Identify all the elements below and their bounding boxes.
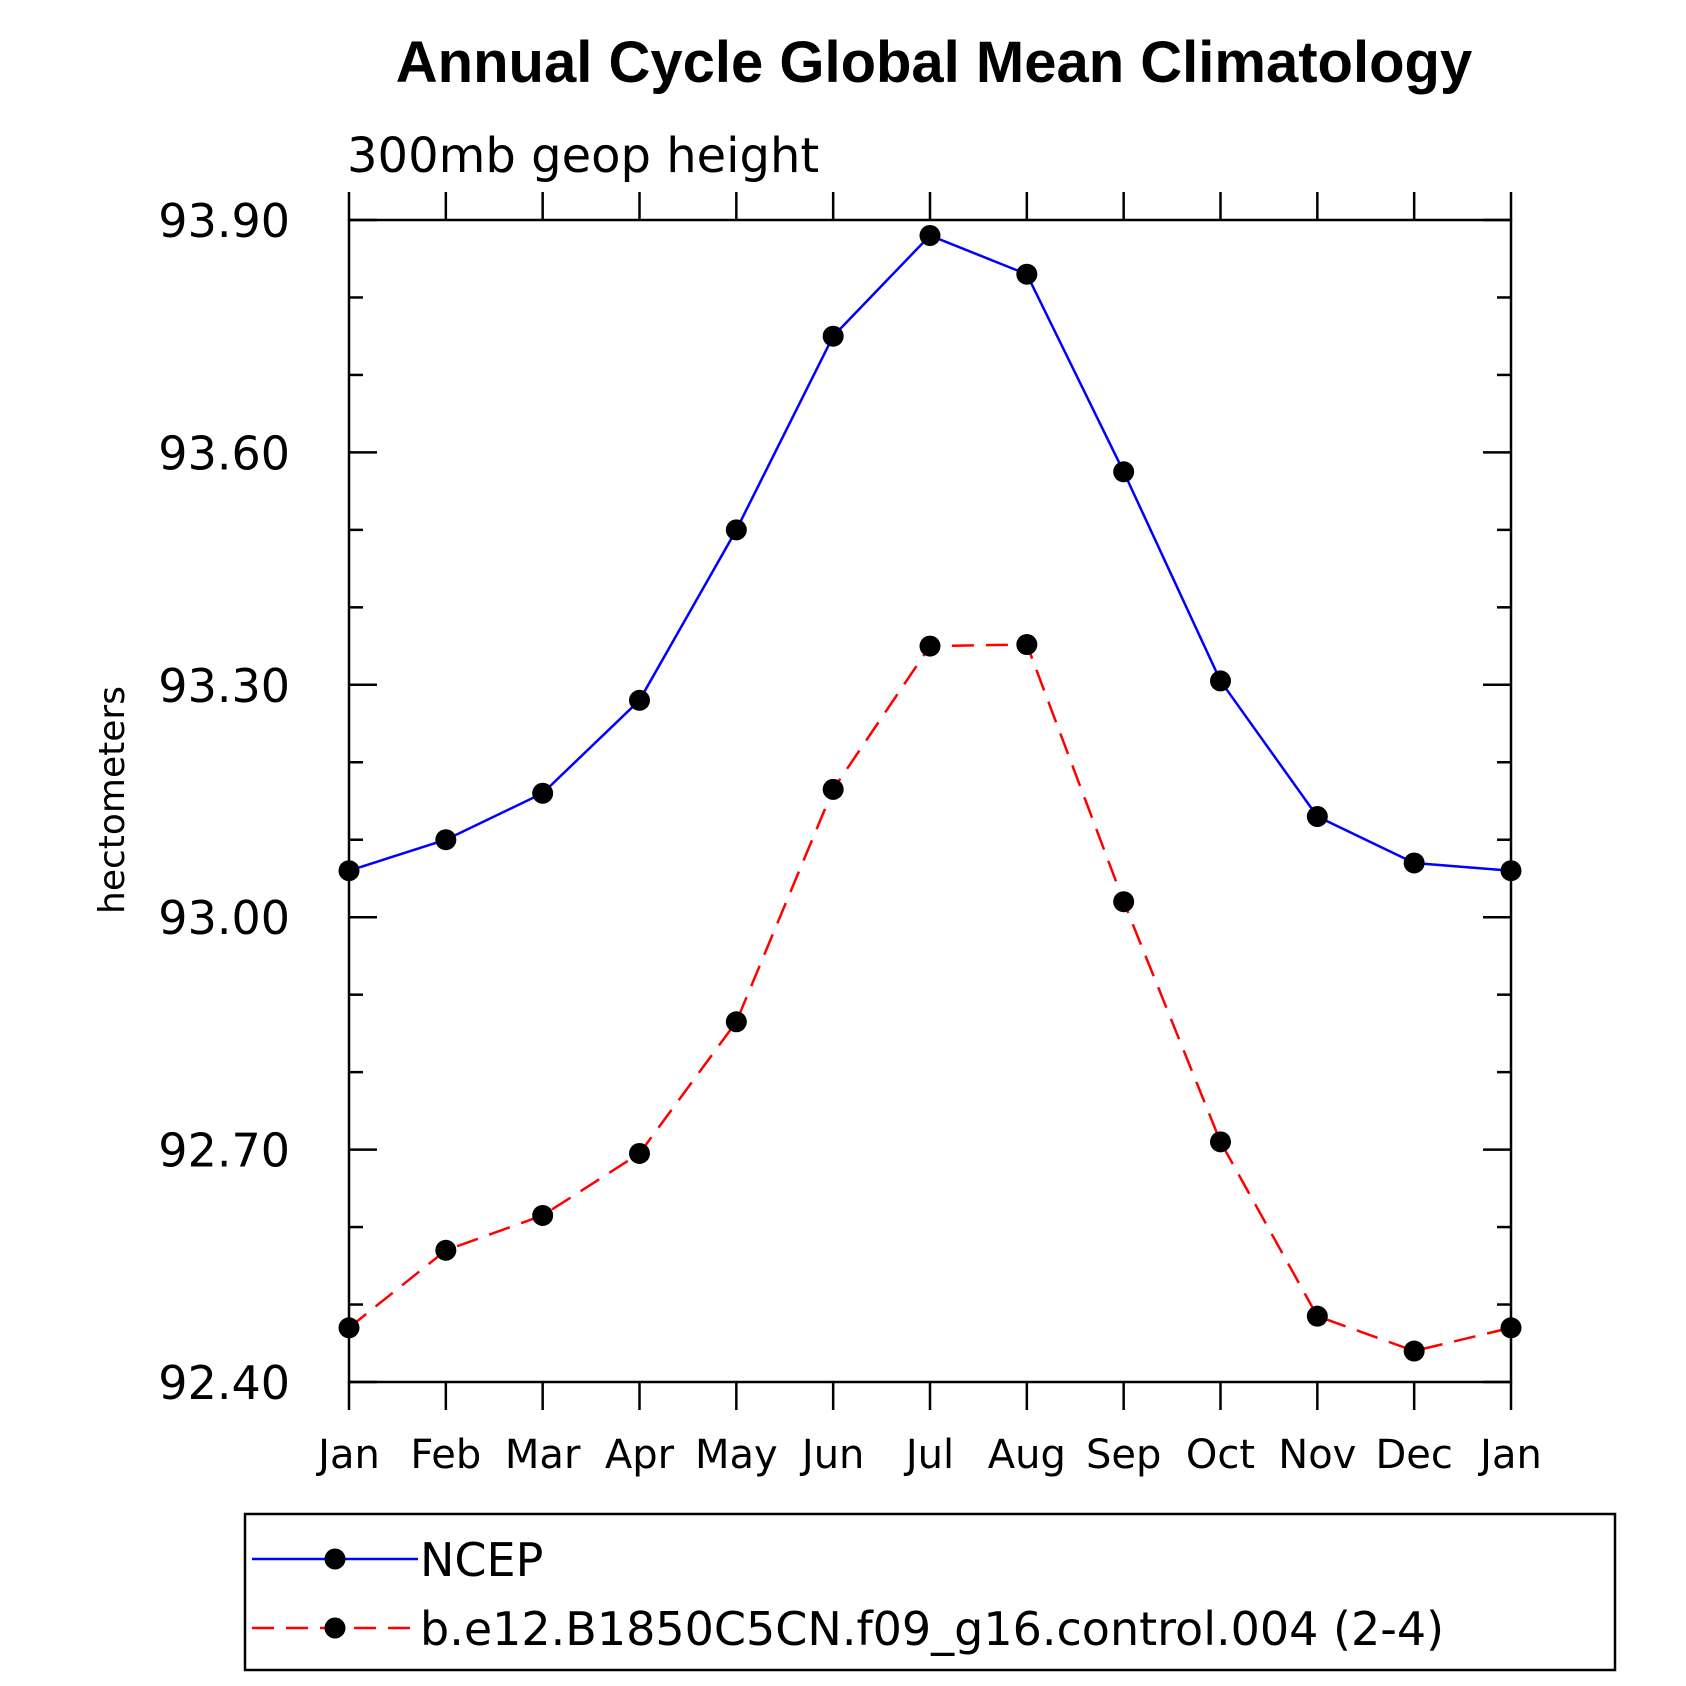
plot-frame — [347, 218, 1513, 1384]
y-tick-label: 93.90 — [158, 194, 290, 248]
data-point — [919, 224, 941, 246]
data-point — [919, 635, 941, 657]
y-tick-label: 92.40 — [158, 1356, 290, 1410]
y-axis-label: hectometers — [92, 686, 133, 914]
data-point — [1306, 1305, 1328, 1327]
data-point — [532, 782, 554, 804]
legend-label-1: NCEP — [420, 1533, 543, 1587]
data-point — [822, 778, 844, 800]
x-tick-label: May — [695, 1432, 778, 1478]
data-point — [435, 1239, 457, 1261]
series-line-2 — [348, 643, 1512, 1353]
data-point — [1113, 461, 1135, 483]
legend: NCEP b.e12.B1850C5CN.f09_g16.control.004 … — [252, 1533, 1444, 1656]
data-point — [435, 829, 457, 851]
chart-title: Annual Cycle Global Mean Climatology — [396, 30, 1472, 95]
x-tick-label: Dec — [1375, 1432, 1452, 1478]
data-point — [338, 860, 360, 882]
data-point — [1306, 805, 1328, 827]
data-point — [1210, 670, 1231, 692]
x-tick-label: Jul — [903, 1432, 954, 1478]
x-tick-label: Jan — [315, 1432, 380, 1478]
data-point — [822, 325, 844, 347]
legend-marker-2 — [324, 1617, 346, 1639]
y-tick-label: 93.00 — [158, 891, 290, 945]
data-point — [1500, 1317, 1522, 1339]
data-point — [725, 519, 747, 541]
data-point — [1210, 1131, 1231, 1153]
x-tick-labels: Jan Feb Mar Apr May Jun Jul Aug Sep Oct Nov Dec Jan — [315, 1432, 1542, 1478]
x-tick-label: Apr — [605, 1432, 675, 1478]
y-tick-label: 92.70 — [158, 1124, 290, 1178]
series-layer — [338, 224, 1522, 1362]
data-point — [1016, 263, 1038, 285]
series-line-1 — [348, 234, 1512, 872]
data-point — [1113, 891, 1135, 913]
data-point — [1016, 634, 1038, 656]
y-tick-label: 93.30 — [158, 659, 290, 713]
legend-box — [243, 1512, 1617, 1672]
legend-label-2: b.e12.B1850C5CN.f09_g16.control.004 (2-4… — [420, 1602, 1444, 1656]
x-tick-label: Sep — [1086, 1432, 1161, 1478]
data-point — [629, 689, 650, 711]
data-point — [1403, 1340, 1425, 1362]
chart-subtitle: 300mb geop height — [347, 128, 819, 184]
data-point — [1403, 852, 1425, 874]
x-tick-label: Oct — [1186, 1432, 1255, 1478]
x-tick-label: Mar — [505, 1432, 581, 1478]
y-tick-label: 93.60 — [158, 426, 290, 480]
data-point — [629, 1142, 650, 1164]
axis-ticks — [347, 192, 1513, 1410]
x-tick-label: Nov — [1278, 1432, 1356, 1478]
legend-marker-1 — [324, 1548, 346, 1570]
data-point — [532, 1204, 554, 1226]
data-point — [338, 1317, 360, 1339]
data-point — [725, 1011, 747, 1033]
x-tick-label: Jun — [799, 1432, 865, 1478]
x-tick-label: Feb — [410, 1432, 481, 1478]
x-tick-label: Jan — [1477, 1432, 1542, 1478]
y-tick-labels: 93.90 93.60 93.30 93.00 92.70 92.40 — [158, 194, 290, 1410]
data-point — [1500, 860, 1522, 882]
x-tick-label: Aug — [988, 1432, 1066, 1478]
